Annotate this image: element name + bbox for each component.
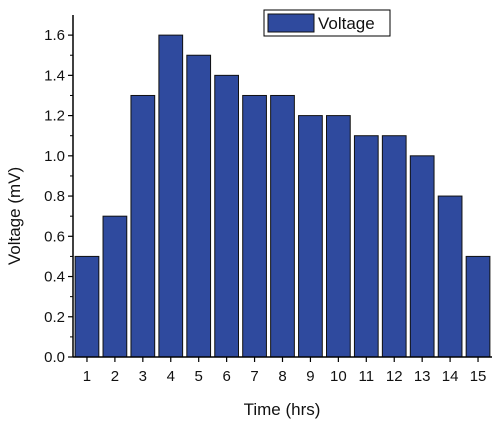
x-tick-label: 11 (359, 368, 375, 385)
x-tick-labels: 1 2 3 4 5 6 7 8 9 10 11 12 13 14 15 (83, 368, 487, 385)
bar (102, 215, 128, 358)
x-tick-label: 13 (414, 368, 431, 385)
y-tick-label: 1.0 (44, 148, 65, 165)
x-tick-label: 5 (195, 368, 203, 385)
axes (68, 15, 492, 362)
bar (381, 135, 407, 358)
legend-swatch (267, 13, 315, 33)
x-tick-label: 1 (83, 368, 91, 385)
y-tick-label: 1.2 (44, 108, 65, 125)
bar (465, 255, 491, 358)
bar (353, 135, 379, 358)
x-tick-label: 10 (330, 368, 347, 385)
y-tick-label: 0.2 (44, 309, 65, 326)
bar (74, 255, 100, 358)
y-tick-label: 1.4 (44, 67, 65, 84)
y-tick-label: 0.0 (44, 349, 65, 366)
bar (326, 115, 351, 358)
x-tick-label: 7 (250, 368, 258, 385)
legend: Voltage (263, 9, 391, 37)
legend-label: Voltage (318, 14, 375, 33)
bar (298, 115, 323, 358)
bar (186, 54, 212, 358)
y-tick-labels: 0.0 0.2 0.4 0.6 0.8 1.0 1.2 1.4 1.6 (44, 27, 65, 366)
x-tick-label: 4 (167, 368, 175, 385)
y-tick-label: 0.8 (44, 188, 65, 205)
bar (409, 155, 435, 358)
bar (242, 94, 267, 358)
x-tick-label: 3 (139, 368, 147, 385)
bar (130, 94, 156, 358)
bar (214, 74, 239, 358)
bar (158, 34, 184, 358)
y-tick-label: 0.4 (44, 269, 65, 286)
bars (74, 34, 491, 358)
x-tick-label: 14 (442, 368, 459, 385)
y-tick-label: 1.6 (44, 27, 65, 44)
x-tick-label: 8 (278, 368, 286, 385)
x-tick-label: 2 (111, 368, 119, 385)
x-tick-label: 6 (222, 368, 230, 385)
x-tick-label: 12 (386, 368, 403, 385)
y-axis-label: Voltage (mV) (5, 167, 24, 265)
y-tick-label: 0.6 (44, 228, 65, 245)
x-axis-label: Time (hrs) (244, 400, 321, 419)
bar (437, 195, 463, 358)
x-tick-label: 15 (470, 368, 487, 385)
x-tick-label: 9 (306, 368, 314, 385)
bar (270, 94, 295, 358)
